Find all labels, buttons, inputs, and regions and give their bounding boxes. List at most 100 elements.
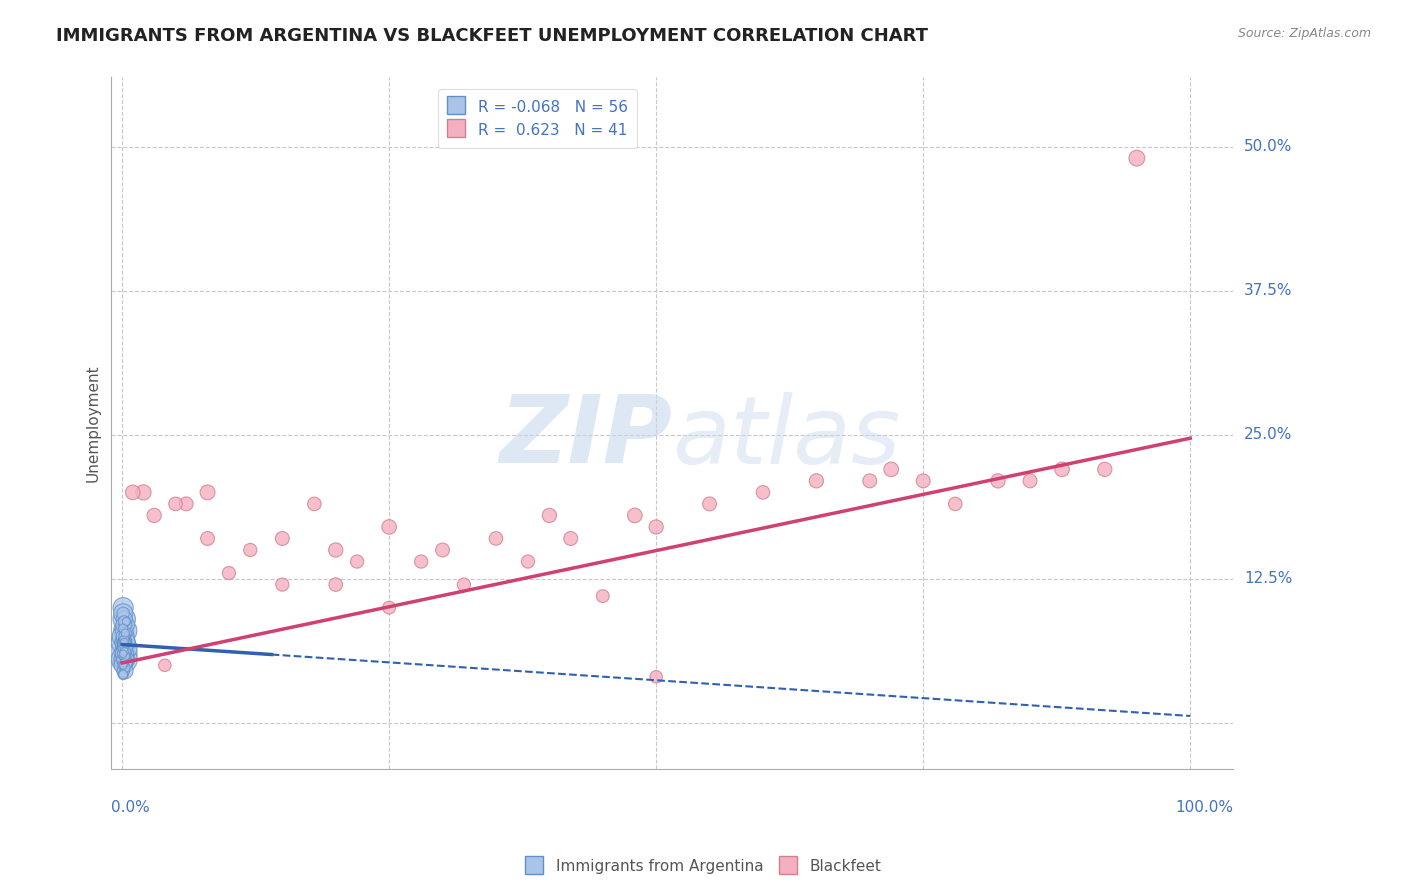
Point [112,647,135,661]
Point [112,615,135,629]
Point [538,508,561,523]
Point [752,485,775,500]
Point [115,615,138,629]
Point [378,520,401,534]
Point [112,630,135,644]
Text: ZIP: ZIP [499,391,672,483]
Point [114,644,136,658]
Point [218,566,240,580]
Point [112,630,135,644]
Legend: R = -0.068   N = 56, R =  0.623   N = 41: R = -0.068 N = 56, R = 0.623 N = 41 [439,88,637,148]
Point [143,508,166,523]
Text: 100.0%: 100.0% [1175,799,1233,814]
Point [112,658,135,673]
Point [1094,462,1116,476]
Point [112,635,135,649]
Point [1126,151,1149,165]
Text: 37.5%: 37.5% [1244,283,1292,298]
Point [174,497,197,511]
Point [112,600,135,615]
Point [987,474,1010,488]
Point [114,618,136,632]
Point [114,640,136,655]
Point [112,647,135,661]
Point [271,577,294,591]
Point [239,543,262,558]
Point [112,647,135,661]
Point [112,607,135,621]
Point [112,648,135,663]
Point [112,638,135,652]
Point [112,652,135,666]
Point [112,664,135,678]
Point [112,652,135,666]
Point [645,520,668,534]
Point [699,497,721,511]
Point [114,626,136,640]
Point [112,667,135,681]
Point [112,647,135,661]
Point [112,647,135,661]
Text: 50.0%: 50.0% [1244,139,1292,154]
Point [132,485,155,500]
Text: 0.0%: 0.0% [111,799,150,814]
Point [112,667,135,681]
Point [112,618,135,632]
Point [432,543,454,558]
Point [112,635,135,649]
Point [112,632,135,647]
Point [153,658,176,673]
Point [112,652,135,666]
Point [645,670,668,684]
Point [112,658,135,673]
Point [623,508,645,523]
Point [112,612,135,626]
Point [859,474,882,488]
Point [880,462,903,476]
Point [453,577,475,591]
Point [592,589,614,603]
Text: atlas: atlas [672,392,900,483]
Point [325,577,347,591]
Point [1019,474,1042,488]
Point [112,630,135,644]
Point [112,652,135,666]
Point [112,635,135,649]
Point [114,626,136,640]
Point [304,497,326,511]
Point [271,532,294,546]
Point [115,618,138,632]
Point [112,624,135,638]
Point [114,664,136,678]
Point [112,640,135,655]
Point [485,532,508,546]
Point [197,485,219,500]
Point [165,497,187,511]
Point [115,640,138,655]
Point [112,644,135,658]
Point [112,635,135,649]
Point [112,621,135,635]
Point [112,607,135,621]
Point [112,635,135,649]
Point [114,624,136,638]
Point [346,555,368,569]
Point [114,652,136,666]
Point [912,474,935,488]
Point [197,532,219,546]
Point [112,612,135,626]
Text: 25.0%: 25.0% [1244,427,1292,442]
Point [121,485,143,500]
Point [112,638,135,652]
Text: 12.5%: 12.5% [1244,571,1292,586]
Y-axis label: Unemployment: Unemployment [86,365,100,482]
Point [114,648,136,663]
Point [115,656,138,670]
Point [378,600,401,615]
Point [114,635,136,649]
Legend: Immigrants from Argentina, Blackfeet: Immigrants from Argentina, Blackfeet [519,853,887,880]
Point [112,635,135,649]
Point [325,543,347,558]
Point [517,555,540,569]
Point [114,660,136,674]
